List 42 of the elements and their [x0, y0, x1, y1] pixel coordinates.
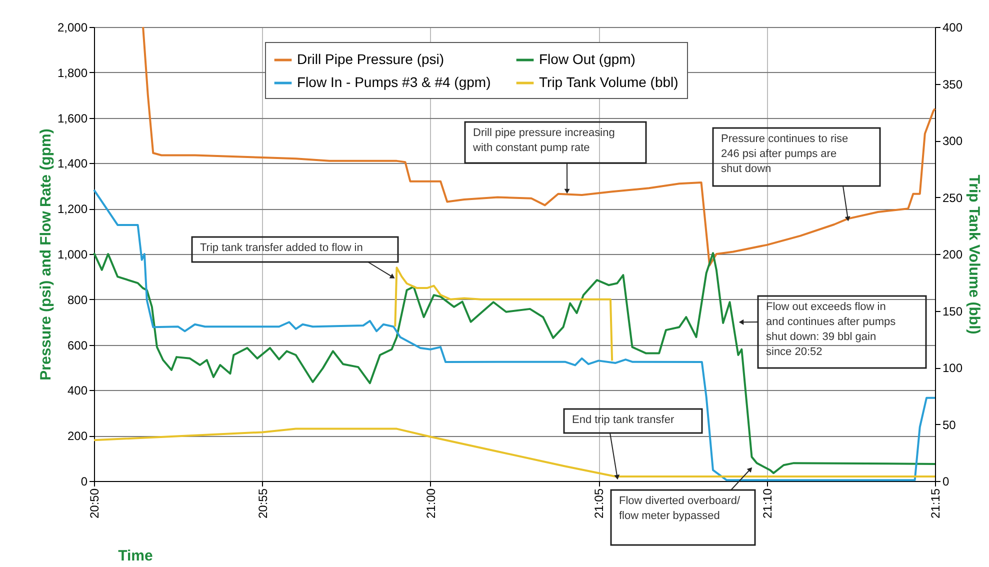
x-tick-label: 21:05	[592, 488, 606, 519]
legend-label: Drill Pipe Pressure (psi)	[297, 51, 444, 67]
y2-axis-title: Trip Tank Volume (bbl)	[966, 174, 983, 334]
y-tick-label: 1,400	[57, 156, 88, 171]
x-tick-label: 21:15	[928, 488, 942, 519]
line-series	[394, 266, 614, 362]
y-tick-label: 600	[67, 338, 88, 352]
x-tick-label: 20:50	[88, 488, 102, 519]
annotation: Trip tank transfer added to flow in	[200, 242, 363, 254]
y2-tick-label: 100	[942, 361, 963, 375]
annotation: Drill pipe pressure increasing with constant pump rate	[472, 127, 615, 154]
y2-tick-label: 0	[942, 474, 950, 488]
y-tick-label: 0	[80, 474, 88, 488]
x-tick-label: 20:55	[256, 488, 270, 519]
y-tick-label: 1,800	[57, 66, 88, 80]
y-tick-label: 1,600	[57, 111, 88, 126]
legend-label: Flow In - Pumps #3 & #4 (gpm)	[297, 74, 491, 90]
y-tick-label: 400	[67, 384, 88, 398]
annotation: End trip tank transfer	[572, 414, 674, 426]
annotation: Flow diverted overboard/ flow meter bypassed	[619, 495, 742, 522]
y-tick-label: 1,200	[57, 202, 88, 216]
y2-tick-label: 300	[942, 134, 963, 148]
x-tick-label: 21:10	[760, 488, 774, 519]
y2-tick-label: 150	[942, 304, 963, 318]
line-series	[93, 252, 936, 474]
y2-tick-label: 250	[942, 190, 963, 205]
x-tick-label: 21:00	[424, 488, 438, 519]
y2-tick-label: 200	[942, 248, 963, 262]
annotation: Flow out exceeds flow in and continues after pumps shut down: 39 bbl gain since 20:52	[766, 301, 896, 358]
y-axis-title: Pressure (psi) and Flow Rate (gpm)	[37, 128, 54, 380]
y-tick-label: 800	[67, 292, 88, 307]
y-tick-label: 2,000	[57, 20, 88, 34]
line-series	[142, 26, 936, 266]
y-tick-label: 1,000	[57, 248, 88, 262]
x-axis-title: Time	[118, 548, 153, 564]
y-tick-label: 200	[67, 429, 88, 444]
annotation: Pressure continues to rise 246 psi after pumps are shut down	[721, 133, 848, 175]
legend-label: Flow Out (gpm)	[539, 51, 636, 67]
y2-tick-label: 400	[942, 20, 963, 34]
y2-tick-label: 350	[942, 77, 963, 92]
y2-tick-label: 50	[942, 418, 956, 432]
legend-label: Trip Tank Volume (bbl)	[539, 74, 678, 90]
